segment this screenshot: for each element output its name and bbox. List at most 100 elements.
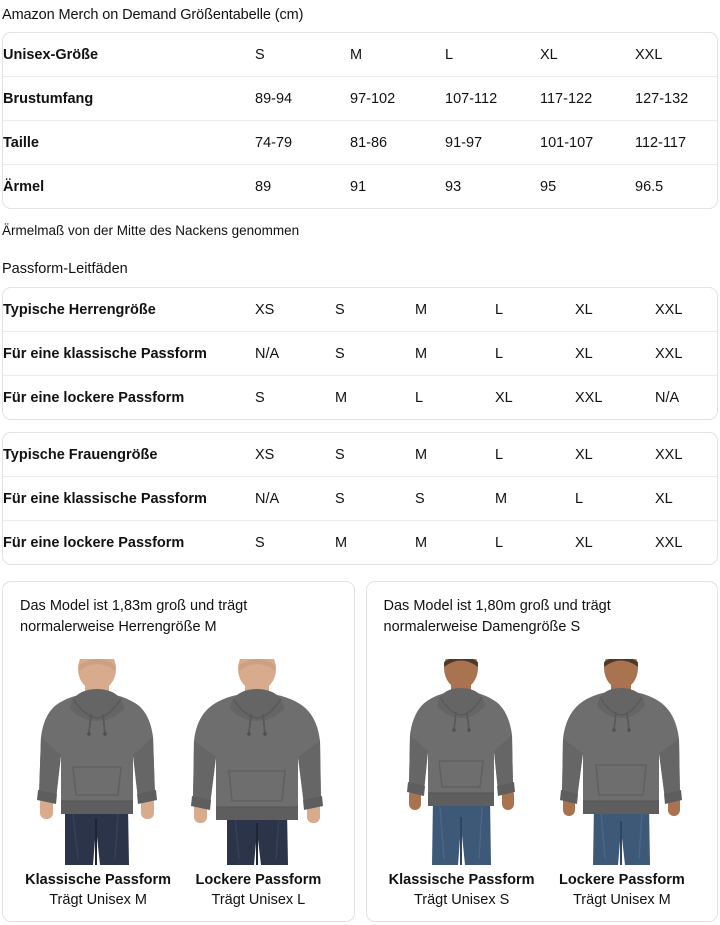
fit-name: Lockere Passform (559, 872, 685, 888)
cell-value: XL (655, 476, 717, 521)
fit-wears: Trägt Unisex M (572, 892, 671, 908)
female-relaxed-fit-figure (544, 659, 700, 865)
cell-value: S (255, 46, 265, 63)
cell-value: 107-112 (445, 76, 540, 121)
cell-value: M (335, 375, 415, 419)
female-model-card: Das Model ist 1,80m groß und trägt norma… (365, 581, 718, 922)
table-spacer (0, 420, 720, 432)
size-table: Unisex-Größe S M L XL XXL Brustumfang 89… (3, 33, 717, 208)
row-label: Ärmel (3, 164, 255, 208)
cell-value: 81-86 (350, 120, 445, 165)
row-label: Für eine lockere Passform (3, 375, 255, 419)
mens-fit-table: Typische Herrengröße XS S M L XL XXL Für… (3, 288, 717, 419)
female-classic-fit-figure (384, 659, 540, 865)
table-row: Für eine klassische Passform N/A S M L X… (3, 331, 717, 376)
cell-value: 96.5 (635, 164, 717, 208)
row-label: Unisex-Größe (3, 46, 99, 63)
fit-name: Klassische Passform (388, 872, 535, 888)
male-classic-fit-figure (20, 659, 176, 865)
cell-value: L (445, 46, 454, 63)
cell-value: 95 (540, 164, 635, 208)
cell-value: 93 (445, 164, 540, 208)
cell-value: XL (540, 46, 558, 63)
size-table-card: Unisex-Größe S M L XL XXL Brustumfang 89… (2, 32, 718, 209)
womens-fit-table: Typische Frauengröße XS S M L XL XXL Für… (3, 433, 717, 564)
row-label: Für eine lockere Passform (3, 520, 255, 564)
cell-value: M (415, 301, 428, 318)
cell-value: M (335, 520, 415, 564)
cell-value: 89-94 (255, 76, 350, 121)
cell-value: XS (255, 446, 275, 463)
cell-value: XS (255, 301, 275, 318)
male-relaxed-fit-figure (180, 659, 336, 865)
row-label: Taille (3, 120, 255, 165)
cell-value: L (415, 375, 495, 419)
cell-value: 112-117 (635, 120, 717, 165)
cell-value: XL (575, 301, 593, 318)
page-title: Amazon Merch on Demand Größentabelle (cm… (2, 7, 304, 23)
row-label: Für eine klassische Passform (3, 331, 255, 376)
male-relaxed-fit-illustration (191, 659, 324, 865)
figure-column: Lockere Passform Trägt Unisex M (544, 644, 700, 908)
cell-value: XXL (655, 301, 683, 318)
cell-value: S (335, 446, 345, 463)
figure-group: Klassische Passform Trägt Unisex S (384, 644, 701, 908)
cell-value: L (495, 520, 575, 564)
cell-value: 101-107 (540, 120, 635, 165)
cell-value: S (255, 520, 335, 564)
model-caption: Das Model ist 1,80m groß und trägt norma… (383, 598, 611, 636)
figure-column: Klassische Passform Trägt Unisex S (384, 644, 540, 908)
model-cards-row: Das Model ist 1,83m groß und trägt norma… (2, 581, 718, 922)
cell-value: N/A (255, 476, 335, 521)
sleeve-measurement-note: Ärmelmaß von der Mitte des Nackens genom… (2, 223, 300, 238)
fit-name: Lockere Passform (195, 872, 322, 888)
row-label: Für eine klassische Passform (3, 476, 255, 521)
cell-value: XXL (655, 331, 717, 376)
male-classic-fit-illustration (37, 659, 158, 865)
table-row: Für eine lockere Passform S M L XL XXL N… (3, 375, 717, 419)
figure-column: Klassische Passform Trägt Unisex M (20, 644, 176, 908)
cell-value: L (495, 331, 575, 376)
model-caption: Das Model ist 1,83m groß und trägt norma… (20, 598, 248, 636)
row-label: Brustumfang (3, 76, 255, 121)
cell-value: N/A (655, 375, 717, 419)
cell-value: 97-102 (350, 76, 445, 121)
cell-value: 89 (255, 164, 350, 208)
cell-value: XL (495, 375, 575, 419)
cell-value: M (350, 46, 363, 63)
figure-column: Lockere Passform Trägt Unisex L (180, 644, 336, 908)
figure-group: Klassische Passform Trägt Unisex M (20, 644, 337, 908)
cell-value: XL (575, 446, 593, 463)
fit-wears: Trägt Unisex M (49, 892, 147, 908)
female-classic-fit-illustration (406, 659, 515, 865)
cell-value: XXL (635, 46, 663, 63)
cell-value: L (495, 446, 504, 463)
table-row: Unisex-Größe S M L XL XXL (3, 33, 717, 77)
table-row: Brustumfang 89-94 97-102 107-112 117-122… (3, 76, 717, 121)
cell-value: S (415, 476, 495, 521)
fit-wears: Trägt Unisex S (413, 892, 510, 908)
table-row: Taille 74-79 81-86 91-97 101-107 112-117 (3, 120, 717, 165)
cell-value: S (255, 375, 335, 419)
cell-value: M (495, 476, 575, 521)
cell-value: XXL (655, 520, 717, 564)
fit-guides-label: Passform-Leitfäden (2, 261, 128, 277)
cell-value: 74-79 (255, 120, 350, 165)
cell-value: L (575, 476, 655, 521)
cell-value: XXL (655, 446, 683, 463)
table-row: Ärmel 89 91 93 95 96.5 (3, 164, 717, 208)
fit-wears: Trägt Unisex L (211, 892, 306, 908)
cell-value: M (415, 446, 428, 463)
table-row: Für eine klassische Passform N/A S S M L… (3, 476, 717, 521)
cell-value: 91-97 (445, 120, 540, 165)
table-row: Typische Herrengröße XS S M L XL XXL (3, 288, 717, 332)
row-label: Typische Frauengröße (3, 446, 158, 463)
cell-value: S (335, 476, 415, 521)
cell-value: S (335, 301, 345, 318)
cell-value: L (495, 301, 504, 318)
female-relaxed-fit-illustration (559, 659, 682, 865)
row-label: Typische Herrengröße (3, 301, 156, 318)
cell-value: M (415, 331, 495, 376)
womens-fit-table-card: Typische Frauengröße XS S M L XL XXL Für… (2, 432, 718, 565)
